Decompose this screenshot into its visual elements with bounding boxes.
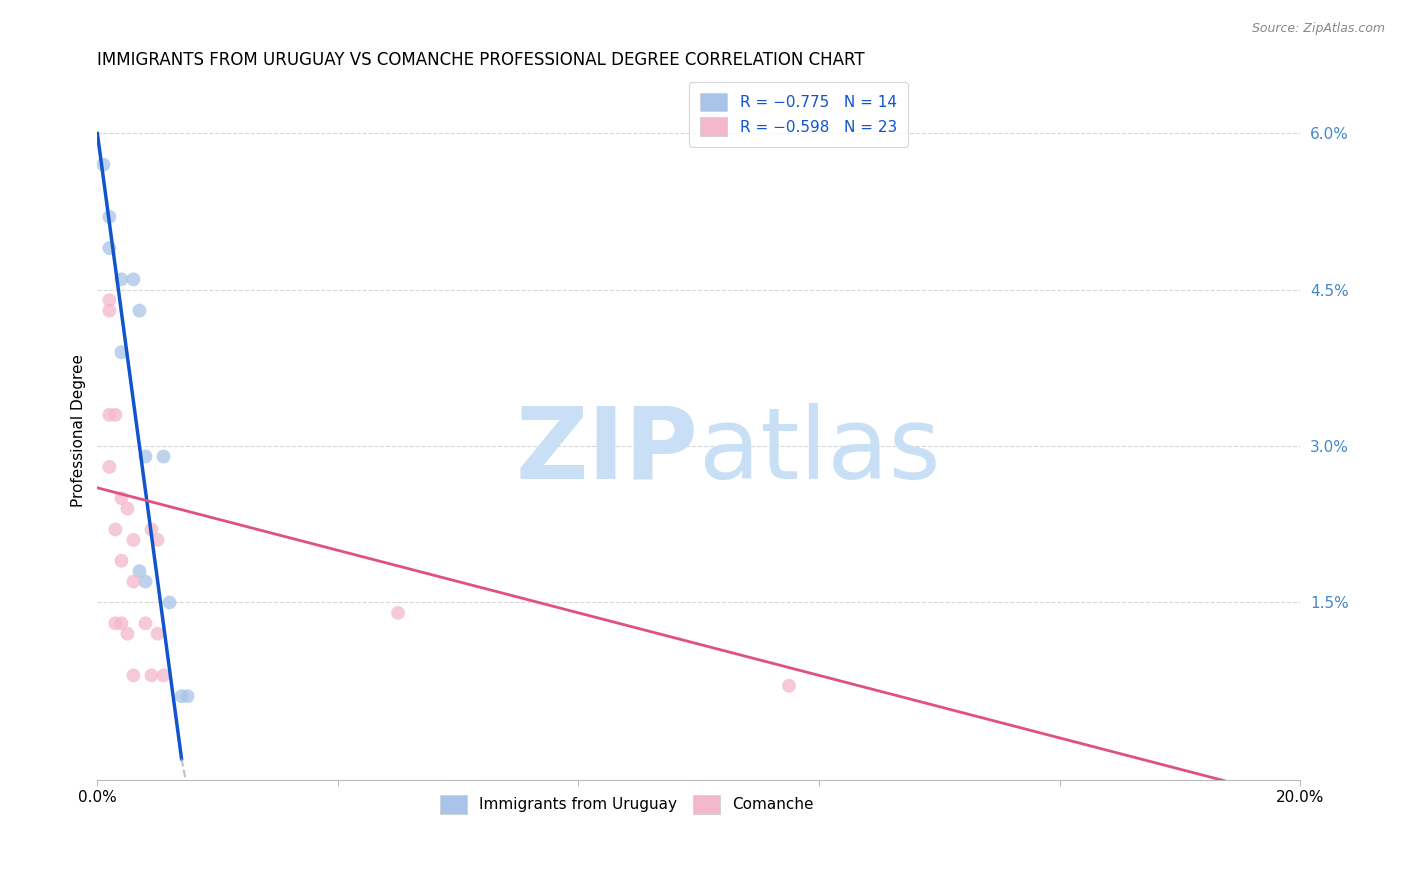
Point bbox=[146, 626, 169, 640]
Point bbox=[128, 303, 150, 318]
Point bbox=[122, 668, 145, 682]
Point bbox=[159, 595, 181, 609]
Point bbox=[98, 408, 121, 422]
Point bbox=[98, 210, 121, 224]
Point bbox=[117, 501, 139, 516]
Point bbox=[110, 272, 132, 286]
Point bbox=[176, 690, 198, 704]
Text: Source: ZipAtlas.com: Source: ZipAtlas.com bbox=[1251, 22, 1385, 36]
Point bbox=[98, 459, 121, 474]
Y-axis label: Professional Degree: Professional Degree bbox=[72, 354, 86, 507]
Text: atlas: atlas bbox=[699, 403, 941, 500]
Text: IMMIGRANTS FROM URUGUAY VS COMANCHE PROFESSIONAL DEGREE CORRELATION CHART: IMMIGRANTS FROM URUGUAY VS COMANCHE PROF… bbox=[97, 51, 865, 69]
Point bbox=[117, 626, 139, 640]
Point bbox=[93, 158, 115, 172]
Point bbox=[141, 523, 163, 537]
Point bbox=[152, 450, 174, 464]
Point bbox=[146, 533, 169, 547]
Point bbox=[152, 668, 174, 682]
Point bbox=[110, 616, 132, 631]
Point bbox=[387, 606, 409, 620]
Point bbox=[128, 564, 150, 578]
Point bbox=[778, 679, 800, 693]
Point bbox=[170, 690, 193, 704]
Point bbox=[134, 450, 156, 464]
Text: ZIP: ZIP bbox=[516, 403, 699, 500]
Point bbox=[110, 554, 132, 568]
Point bbox=[98, 293, 121, 308]
Point bbox=[110, 491, 132, 506]
Point bbox=[98, 303, 121, 318]
Point bbox=[104, 616, 127, 631]
Point bbox=[122, 533, 145, 547]
Point bbox=[110, 345, 132, 359]
Point bbox=[98, 241, 121, 255]
Point bbox=[141, 668, 163, 682]
Point bbox=[134, 574, 156, 589]
Legend: Immigrants from Uruguay, Comanche: Immigrants from Uruguay, Comanche bbox=[429, 784, 824, 824]
Point bbox=[134, 616, 156, 631]
Point bbox=[122, 574, 145, 589]
Point bbox=[122, 272, 145, 286]
Point bbox=[104, 408, 127, 422]
Point bbox=[104, 523, 127, 537]
